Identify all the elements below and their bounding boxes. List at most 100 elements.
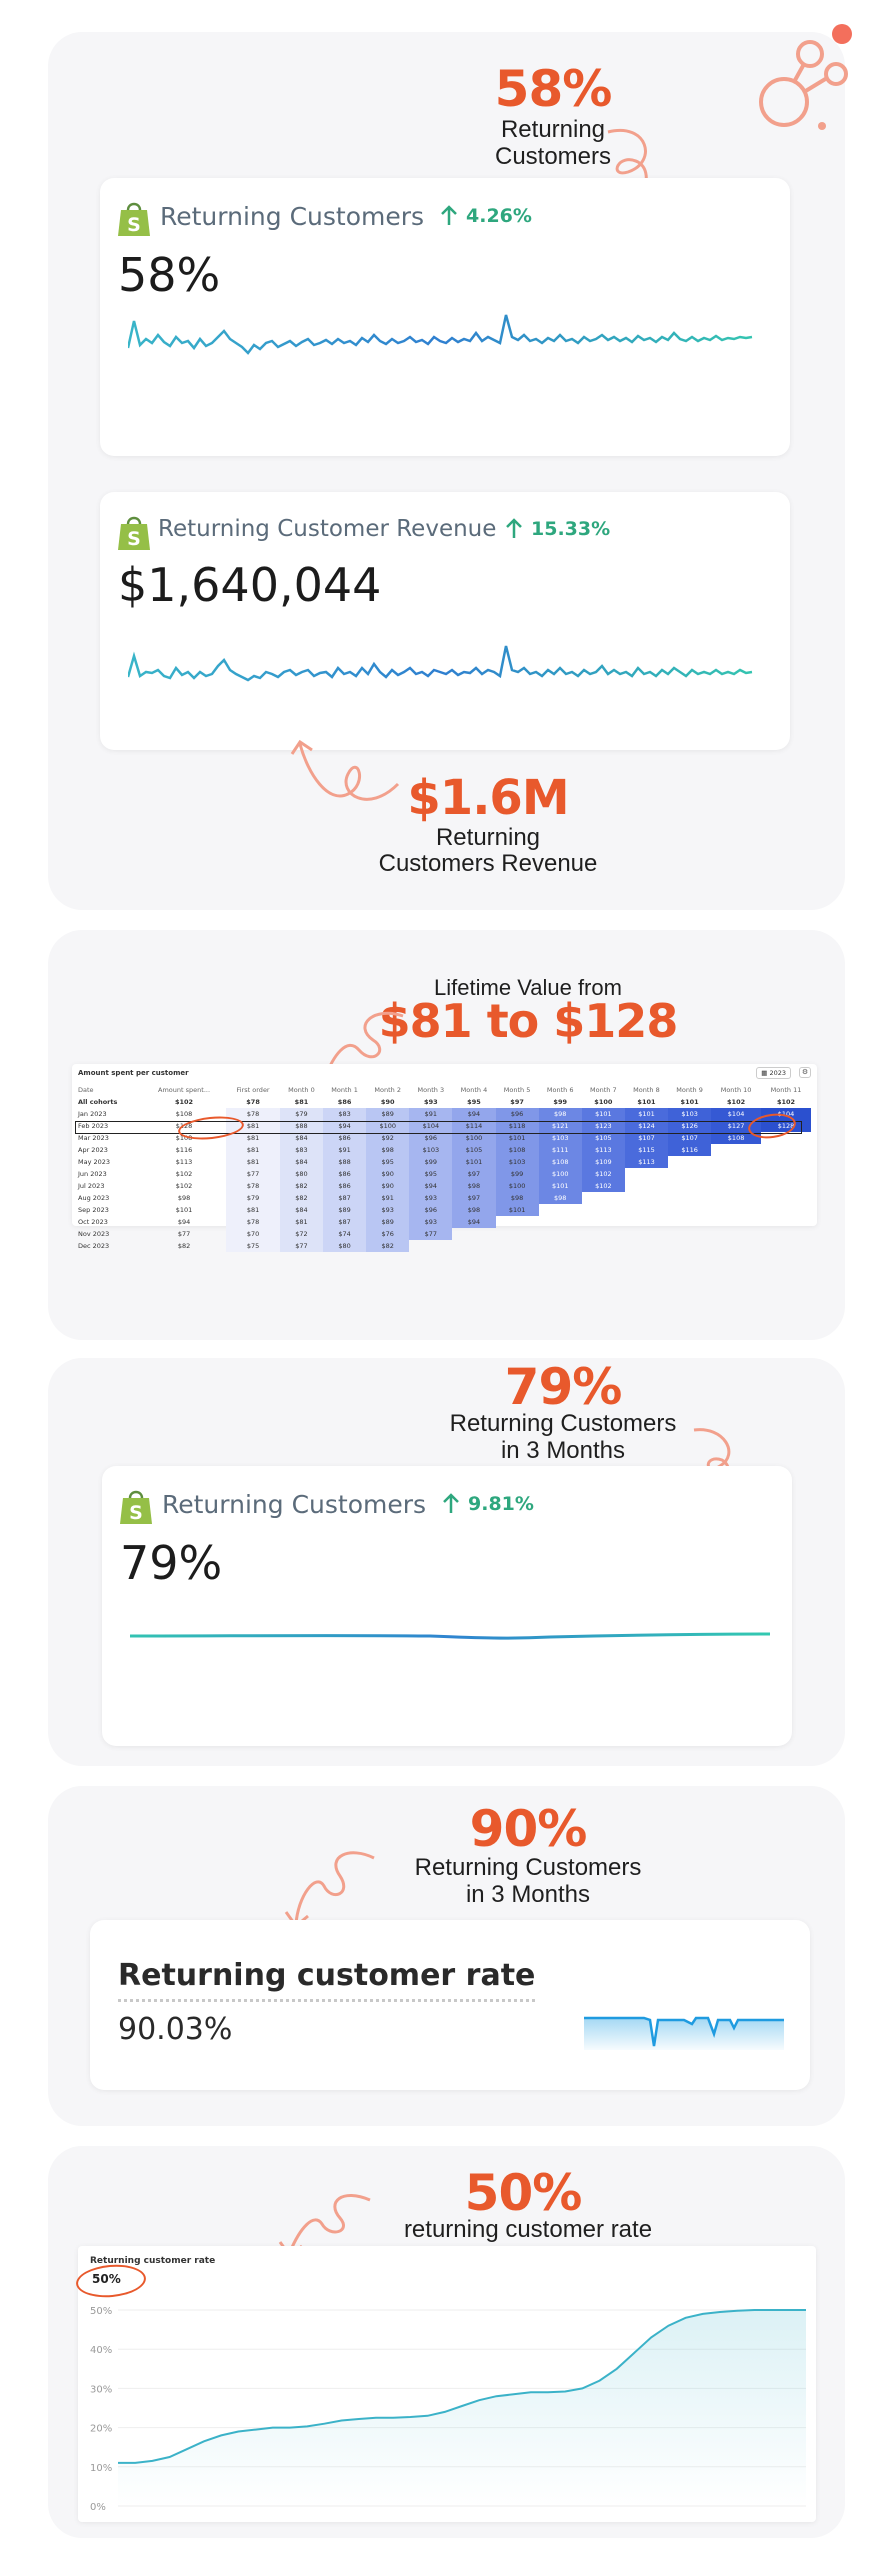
- table-cell: $113: [581, 1144, 625, 1156]
- table-cell: $82: [366, 1240, 410, 1252]
- table-cell: [496, 1240, 539, 1252]
- returning-customers-card[interactable]: S Returning Customers 4.26% 58%: [100, 178, 790, 456]
- table-row: Jul 2023 $102 $78 $82 $86 $90 $94 $98 $100 $101 $1…: [78, 1180, 811, 1192]
- table-cell: [582, 1204, 625, 1216]
- table-cell: $92: [366, 1132, 410, 1144]
- cohort-table-card[interactable]: Amount spent per customer ▦ 2023 ⚙ Date A…: [72, 1064, 817, 1252]
- table-cell: $101: [495, 1204, 539, 1216]
- table-header-cell: Month 2: [374, 1086, 401, 1094]
- table-cell: $94: [177, 1218, 191, 1226]
- returning-customer-revenue-card[interactable]: S Returning Customer Revenue 15.33% $1,6…: [100, 492, 790, 750]
- card-title: Returning customer rate: [118, 1958, 536, 2002]
- headline-58: 58%: [494, 60, 613, 118]
- y-tick-label: 50%: [90, 2306, 112, 2317]
- table-cell: [539, 1228, 582, 1240]
- table-cell: $109: [581, 1156, 625, 1168]
- table-cell: $84: [279, 1204, 324, 1216]
- table-row: Jun 2023 $102 $77 $80 $86 $90 $95 $97 $99 $100 $10…: [78, 1168, 811, 1180]
- table-cell: $81: [226, 1132, 280, 1144]
- table-cell: [761, 1168, 811, 1180]
- table-header-cell: Month 5: [503, 1086, 531, 1094]
- returning-customers-3m-card[interactable]: S Returning Customers 9.81% 79%: [102, 1466, 792, 1746]
- delta-value: 9.81%: [468, 1493, 534, 1515]
- table-cell: $114: [452, 1120, 496, 1132]
- svg-text:S: S: [127, 528, 141, 550]
- table-cell: [625, 1216, 668, 1228]
- table-cell: [711, 1240, 761, 1252]
- table-cell: [668, 1192, 711, 1204]
- table-cell: $93: [424, 1098, 438, 1106]
- settings-icon[interactable]: ⚙: [799, 1067, 811, 1078]
- table-header-cell: Month 9: [676, 1086, 703, 1094]
- returning-customer-rate-card[interactable]: Returning customer rate 90.03%: [90, 1920, 810, 2090]
- table-cell: [711, 1228, 761, 1240]
- notification-dot: [832, 24, 852, 44]
- table-cell: $70: [226, 1228, 280, 1240]
- table-cell: $96: [409, 1132, 453, 1144]
- table-cell: Sep 2023: [78, 1206, 109, 1214]
- headline-90-sub2: in 3 Months: [465, 1881, 591, 1908]
- table-header-cell: Month 4: [460, 1086, 488, 1094]
- table-cell: $78: [226, 1216, 280, 1228]
- card-title: Returning Customer Revenue: [158, 516, 497, 542]
- table-cell: [711, 1192, 761, 1204]
- cohort-table: Date Amount spent... First order Month 0 Mon…: [78, 1084, 811, 1252]
- table-cell: $91: [366, 1192, 410, 1204]
- table-cell: $96: [409, 1204, 453, 1216]
- headline-1-6m-sub1: Returning: [435, 824, 541, 851]
- table-header-cell: First order: [236, 1086, 270, 1094]
- headline-1-6m: $1.6M: [407, 770, 569, 826]
- table-cell: [711, 1180, 761, 1192]
- table-cell: $98: [452, 1180, 496, 1192]
- table-cell: Jun 2023: [78, 1170, 107, 1178]
- table-row: Aug 2023 $98 $79 $82 $87 $91 $93 $97 $98 $98: [78, 1192, 811, 1204]
- table-cell: $77: [409, 1228, 453, 1240]
- table-cell: $101: [680, 1098, 699, 1106]
- table-cell: $79: [279, 1108, 324, 1120]
- table-header-cell: Month 7: [590, 1086, 617, 1094]
- table-cell: $100: [594, 1098, 613, 1106]
- table-cell: [625, 1228, 668, 1240]
- headline-90: 90%: [469, 1800, 588, 1858]
- table-cell: $94: [323, 1120, 367, 1132]
- table-cell: $82: [279, 1192, 324, 1204]
- feb-row-highlight: [75, 1121, 802, 1134]
- table-cell: $123: [581, 1120, 625, 1132]
- share-network-icon: [759, 40, 848, 130]
- headline-1-6m-sub2: Customers Revenue: [378, 850, 598, 877]
- table-cell: $102: [776, 1098, 796, 1106]
- section-returning-customers: 58% Returning Customers S Returning Cust…: [48, 24, 852, 910]
- curly-arrow-decoration: [290, 739, 400, 801]
- table-header-row: Date Amount spent... First order Month 0 Mon…: [78, 1084, 811, 1096]
- table-cell: $108: [538, 1156, 582, 1168]
- table-header-cell: Month 8: [633, 1086, 660, 1094]
- table-cell: [761, 1228, 811, 1240]
- chart-value: 50%: [92, 2272, 121, 2286]
- table-cell: $88: [323, 1156, 367, 1168]
- table-cell: [761, 1192, 811, 1204]
- table-cell: $82: [279, 1180, 324, 1192]
- table-cell: $128: [761, 1120, 811, 1132]
- table-cell: $72: [279, 1228, 324, 1240]
- table-cell: $99: [553, 1098, 567, 1106]
- returning-rate-chart-card[interactable]: Returning customer rate 50% 50% 40% 30% 20%…: [74, 2246, 816, 2522]
- table-cell: Jul 2023: [78, 1182, 105, 1190]
- table-header-cell: Month 0: [288, 1086, 315, 1094]
- table-cell: [668, 1204, 711, 1216]
- table-cell: $113: [175, 1158, 193, 1166]
- card-value: 58%: [118, 248, 221, 302]
- table-cell: $127: [711, 1120, 761, 1132]
- table-cell: [582, 1228, 625, 1240]
- table-cell: $86: [323, 1132, 367, 1144]
- table-cell: $100: [495, 1180, 539, 1192]
- arrow-up-icon: [441, 205, 457, 225]
- year-selector[interactable]: ▦ 2023: [756, 1067, 791, 1079]
- table-cell: [625, 1240, 668, 1252]
- table-cell: $87: [323, 1216, 367, 1228]
- table-cell: $83: [279, 1144, 324, 1156]
- table-cell: $108: [495, 1144, 539, 1156]
- table-body: All cohorts $102 $78 $81 $86 $90 $93 $95 $97 $99 $…: [78, 1096, 811, 1252]
- ltv-caption: Lifetime Value from: [434, 975, 622, 1000]
- table-cell: $86: [323, 1168, 367, 1180]
- value-circle: [74, 2262, 148, 2300]
